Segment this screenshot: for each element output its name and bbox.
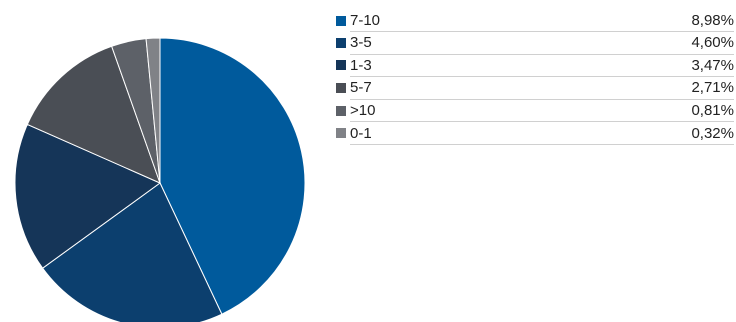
pie-slice-4	[26, 45, 161, 184]
legend-row: >10 0,81%	[336, 100, 734, 123]
legend-value: 0,32%	[691, 124, 734, 142]
legend-swatch	[336, 128, 346, 139]
legend-value: 0,81%	[691, 102, 734, 120]
legend-swatch	[336, 82, 346, 93]
pie-slice-3	[14, 123, 161, 269]
legend-value: 2,71%	[691, 79, 734, 97]
pie-slice-2	[41, 182, 223, 322]
legend-row: 7-10 8,98%	[336, 10, 734, 32]
legend-label: 1-3	[350, 56, 372, 74]
legend-row: 3-5 4,60%	[336, 32, 734, 55]
legend-value: 3,47%	[691, 56, 734, 74]
legend-swatch	[336, 37, 346, 48]
legend-label: 7-10	[350, 12, 381, 29]
legend: 7-10 8,98% 3-5 4,60% 1-3 3,47% 5-7 2,71% >10 0,81…	[336, 10, 734, 145]
legend-row: 0-1 0,32%	[336, 122, 734, 145]
pie-chart	[14, 37, 306, 322]
legend-label: 3-5	[350, 34, 372, 52]
legend-swatch	[336, 15, 346, 26]
legend-row: 5-7 2,71%	[336, 77, 734, 100]
legend-label: >10	[350, 102, 376, 120]
pie-slice-1	[159, 37, 306, 315]
legend-swatch	[336, 105, 346, 116]
legend-label: 0-1	[350, 124, 372, 142]
legend-label: 5-7	[350, 79, 372, 97]
pie-slice-6	[145, 37, 161, 184]
legend-value: 8,98%	[691, 12, 734, 29]
legend-value: 4,60%	[691, 34, 734, 52]
legend-row: 1-3 3,47%	[336, 55, 734, 78]
legend-swatch	[336, 60, 346, 71]
